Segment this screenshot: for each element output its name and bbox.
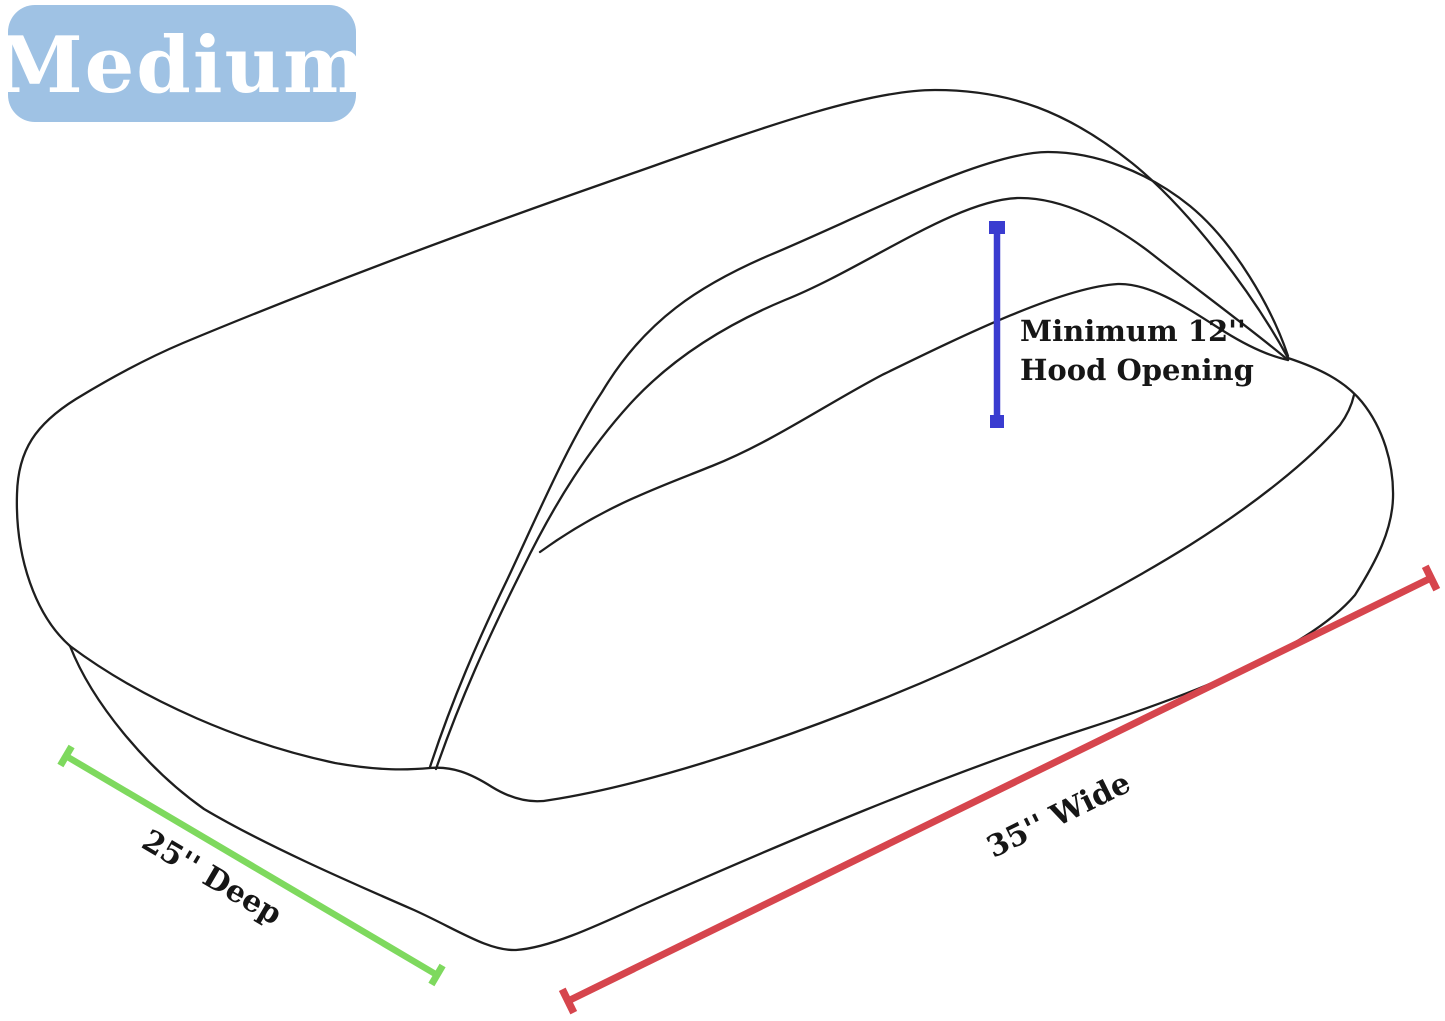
depth-dimension-line: [64, 753, 439, 978]
size-badge-label: Medium: [0, 20, 368, 111]
width-dimension-end-cap: [1421, 564, 1441, 592]
pet-bed-drawing: [15, 88, 1395, 952]
hood-inner-rim: [434, 196, 1290, 771]
width-dimension: 35'' Wide: [558, 564, 1441, 1015]
depth-dimension: 25'' Deep: [57, 744, 446, 987]
hood-opening-label-line2: Hood Opening: [1020, 353, 1254, 387]
bed-outline: [15, 88, 1395, 952]
cushion-seam: [68, 393, 1356, 803]
hood-opening-dimension-bottom-cap: [990, 415, 1004, 428]
depth-dimension-start-cap: [57, 744, 75, 768]
hood-opening-label-line1: Minimum 12'': [1020, 314, 1246, 348]
size-badge-background: [8, 5, 356, 122]
hood-opening-dimension: Minimum 12'' Hood Opening: [989, 221, 1254, 428]
hood-outer-rim: [428, 150, 1290, 769]
hood-opening-inner-edge: [538, 282, 1290, 554]
width-dimension-start-cap: [558, 987, 578, 1015]
hood-opening-dimension-top-cap: [989, 221, 1005, 234]
size-badge: Medium: [0, 5, 368, 122]
width-dimension-line: [566, 574, 1433, 1005]
depth-dimension-end-cap: [428, 963, 446, 987]
width-label: 35'' Wide: [981, 766, 1136, 866]
